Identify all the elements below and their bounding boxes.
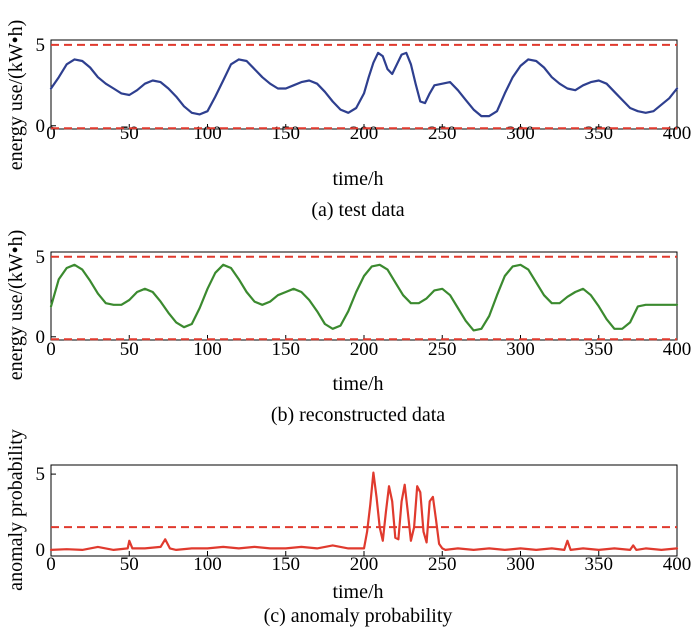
x-tick-label: 350 xyxy=(585,339,614,360)
x-tick-label: 100 xyxy=(193,339,222,360)
y-tick-label: 0 xyxy=(36,116,46,137)
y-tick-label: 5 xyxy=(36,464,46,485)
x-tick-label: 50 xyxy=(120,554,139,575)
x-tick-label: 150 xyxy=(272,554,301,575)
panel-b: 0 50 100 150 200 250 300 350 400 0 5 time/h energy u… xyxy=(5,230,691,426)
x-tick-label: 200 xyxy=(350,554,379,575)
panel-c: 0 50 100 150 200 250 300 350 400 0 5 time/h anomaly … xyxy=(5,429,691,627)
panel-caption: (c) anomaly probability xyxy=(264,605,453,627)
y-axis-label: energy use/(kW•h) xyxy=(5,230,27,380)
plot-frame xyxy=(50,251,678,341)
x-tick-label: 350 xyxy=(585,123,614,144)
x-tick-label: 200 xyxy=(350,339,379,360)
y-tick-label: 5 xyxy=(36,35,46,56)
x-tick-label: 150 xyxy=(272,123,301,144)
x-tick-label: 400 xyxy=(663,123,692,144)
x-tick-label: 0 xyxy=(46,123,56,144)
x-tick-label: 100 xyxy=(193,123,222,144)
y-tick-label: 5 xyxy=(36,247,46,268)
x-tick-label: 400 xyxy=(663,339,692,360)
panel-caption: (b) reconstructed data xyxy=(271,404,445,426)
x-tick-label: 250 xyxy=(428,339,457,360)
x-tick-label: 350 xyxy=(585,554,614,575)
panel-a: 0 50 100 150 200 250 300 350 400 0 5 time/h energy u… xyxy=(5,20,691,221)
panel-caption: (a) test data xyxy=(311,199,404,221)
y-tick-label: 0 xyxy=(36,327,46,348)
x-tick-label: 200 xyxy=(350,123,379,144)
x-tick-label: 50 xyxy=(120,123,139,144)
x-axis-label: time/h xyxy=(332,581,383,603)
x-tick-label: 250 xyxy=(428,554,457,575)
series-line xyxy=(49,471,679,552)
x-axis-label: time/h xyxy=(332,168,383,190)
x-tick-label: 400 xyxy=(663,554,692,575)
y-tick-label: 0 xyxy=(36,540,46,561)
y-axis-label: anomaly probability xyxy=(5,429,27,591)
x-tick-label: 300 xyxy=(506,123,535,144)
x-tick-label: 300 xyxy=(506,554,535,575)
x-tick-label: 0 xyxy=(46,339,56,360)
x-tick-label: 0 xyxy=(46,554,56,575)
x-axis-label: time/h xyxy=(332,373,383,395)
x-tick-label: 100 xyxy=(193,554,222,575)
y-axis-label: energy use/(kW•h) xyxy=(5,20,27,170)
series-line xyxy=(49,51,679,118)
plot-frame xyxy=(50,464,678,557)
x-tick-label: 150 xyxy=(272,339,301,360)
series-line xyxy=(49,263,679,332)
x-tick-label: 250 xyxy=(428,123,457,144)
x-tick-label: 300 xyxy=(506,339,535,360)
x-tick-label: 50 xyxy=(120,339,139,360)
